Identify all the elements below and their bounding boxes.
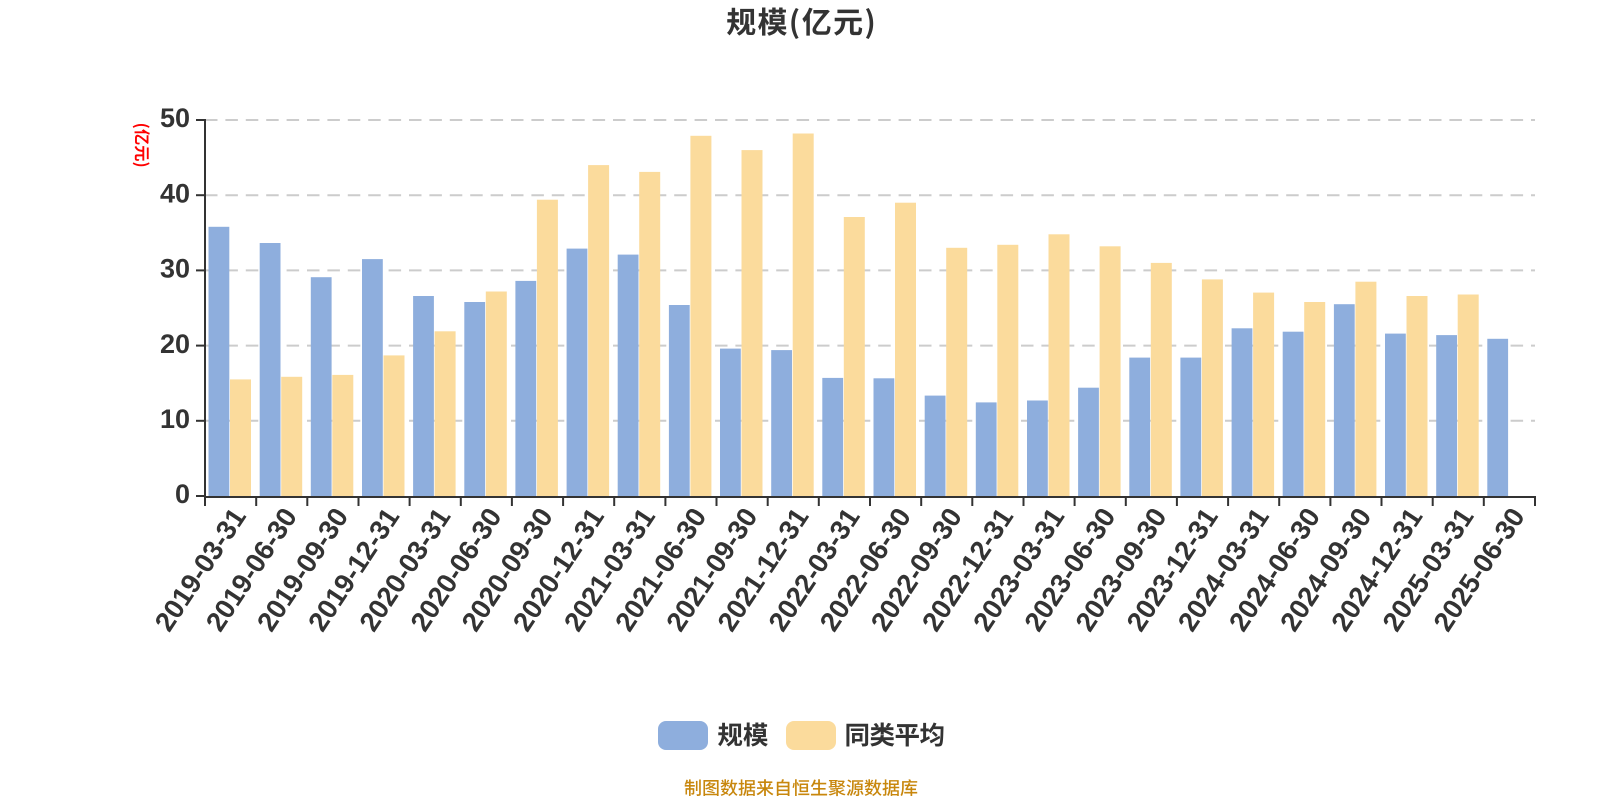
svg-text:10: 10 <box>160 404 190 434</box>
svg-text:20: 20 <box>160 329 190 359</box>
svg-text:0: 0 <box>175 479 190 509</box>
svg-text:30: 30 <box>160 254 190 284</box>
svg-text:40: 40 <box>160 178 190 208</box>
svg-text:50: 50 <box>160 103 190 133</box>
